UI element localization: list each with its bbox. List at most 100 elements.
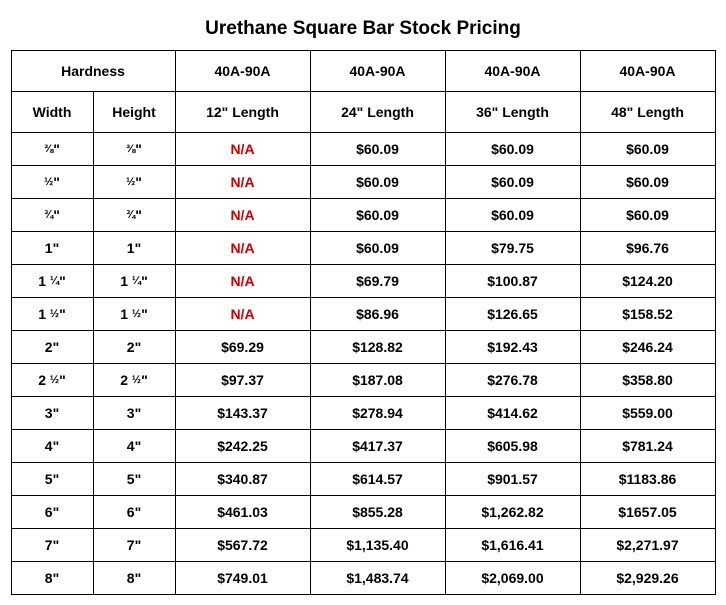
cell-width: 1 ¼" <box>11 265 93 298</box>
pricing-table: Hardness 40A-90A 40A-90A 40A-90A 40A-90A… <box>11 50 716 595</box>
cell-height: 5" <box>93 463 175 496</box>
cell-price: $60.09 <box>310 166 445 199</box>
cell-price: N/A <box>175 166 310 199</box>
cell-price: $1,262.82 <box>445 496 580 529</box>
cell-price: N/A <box>175 232 310 265</box>
cell-price: $97.37 <box>175 364 310 397</box>
cell-price: $781.24 <box>580 430 715 463</box>
cell-price: $614.57 <box>310 463 445 496</box>
cell-price: $1,135.40 <box>310 529 445 562</box>
header-hardness-val-1: 40A-90A <box>310 51 445 92</box>
cell-price: $358.80 <box>580 364 715 397</box>
cell-width: 1 ½" <box>11 298 93 331</box>
cell-height: 1" <box>93 232 175 265</box>
table-row: 1"1"N/A$60.09$79.75$96.76 <box>11 232 715 265</box>
cell-price: $60.09 <box>580 133 715 166</box>
cell-width: 2" <box>11 331 93 364</box>
header-length-36: 36" Length <box>445 92 580 133</box>
cell-price: $559.00 <box>580 397 715 430</box>
table-row: 5"5"$340.87$614.57$901.57$1183.86 <box>11 463 715 496</box>
cell-price: $79.75 <box>445 232 580 265</box>
header-hardness: Hardness <box>11 51 175 92</box>
cell-price: $246.24 <box>580 331 715 364</box>
cell-height: 2 ½" <box>93 364 175 397</box>
cell-height: 1 ½" <box>93 298 175 331</box>
cell-price: $340.87 <box>175 463 310 496</box>
cell-price: $60.09 <box>580 199 715 232</box>
cell-width: 6" <box>11 496 93 529</box>
cell-price: $855.28 <box>310 496 445 529</box>
cell-price: $2,271.97 <box>580 529 715 562</box>
cell-height: 1 ¼" <box>93 265 175 298</box>
cell-price: $60.09 <box>310 199 445 232</box>
cell-width: 2 ½" <box>11 364 93 397</box>
cell-height: ¾" <box>93 199 175 232</box>
cell-width: 1" <box>11 232 93 265</box>
header-hardness-val-0: 40A-90A <box>175 51 310 92</box>
cell-price: $69.79 <box>310 265 445 298</box>
table-row: 4"4"$242.25$417.37$605.98$781.24 <box>11 430 715 463</box>
cell-height: 3" <box>93 397 175 430</box>
cell-price: $86.96 <box>310 298 445 331</box>
cell-price: $96.76 <box>580 232 715 265</box>
table-row: 3"3"$143.37$278.94$414.62$559.00 <box>11 397 715 430</box>
cell-width: 3" <box>11 397 93 430</box>
cell-price: $461.03 <box>175 496 310 529</box>
cell-price: $2,929.26 <box>580 562 715 595</box>
cell-price: $60.09 <box>310 133 445 166</box>
cell-price: $124.20 <box>580 265 715 298</box>
cell-price: $1,483.74 <box>310 562 445 595</box>
page-title: Urethane Square Bar Stock Pricing <box>10 18 716 40</box>
pricing-table-body: ⅜"⅜"N/A$60.09$60.09$60.09½"½"N/A$60.09$6… <box>11 133 715 595</box>
cell-price: $901.57 <box>445 463 580 496</box>
cell-price: $60.09 <box>580 166 715 199</box>
cell-height: ⅜" <box>93 133 175 166</box>
cell-height: 4" <box>93 430 175 463</box>
header-length-12: 12" Length <box>175 92 310 133</box>
cell-width: ⅜" <box>11 133 93 166</box>
cell-price: $605.98 <box>445 430 580 463</box>
header-length-24: 24" Length <box>310 92 445 133</box>
cell-price: N/A <box>175 199 310 232</box>
cell-price: $60.09 <box>310 232 445 265</box>
header-width: Width <box>11 92 93 133</box>
cell-price: $187.08 <box>310 364 445 397</box>
table-row: 1 ½"1 ½"N/A$86.96$126.65$158.52 <box>11 298 715 331</box>
header-row-2: Width Height 12" Length 24" Length 36" L… <box>11 92 715 133</box>
cell-price: $128.82 <box>310 331 445 364</box>
cell-price: $126.65 <box>445 298 580 331</box>
cell-price: $60.09 <box>445 199 580 232</box>
cell-price: $158.52 <box>580 298 715 331</box>
cell-price: $276.78 <box>445 364 580 397</box>
table-row: 1 ¼"1 ¼"N/A$69.79$100.87$124.20 <box>11 265 715 298</box>
cell-height: 7" <box>93 529 175 562</box>
header-hardness-val-2: 40A-90A <box>445 51 580 92</box>
cell-price: $100.87 <box>445 265 580 298</box>
cell-price: $1,616.41 <box>445 529 580 562</box>
table-row: 2"2"$69.29$128.82$192.43$246.24 <box>11 331 715 364</box>
cell-price: $278.94 <box>310 397 445 430</box>
table-row: ¾"¾"N/A$60.09$60.09$60.09 <box>11 199 715 232</box>
cell-price: $69.29 <box>175 331 310 364</box>
table-row: 7"7"$567.72$1,135.40$1,616.41$2,271.97 <box>11 529 715 562</box>
cell-width: 8" <box>11 562 93 595</box>
cell-width: 5" <box>11 463 93 496</box>
table-row: ½"½"N/A$60.09$60.09$60.09 <box>11 166 715 199</box>
cell-height: 2" <box>93 331 175 364</box>
table-row: 2 ½"2 ½"$97.37$187.08$276.78$358.80 <box>11 364 715 397</box>
cell-price: N/A <box>175 265 310 298</box>
cell-price: N/A <box>175 298 310 331</box>
cell-price: N/A <box>175 133 310 166</box>
cell-width: ½" <box>11 166 93 199</box>
cell-price: $749.01 <box>175 562 310 595</box>
cell-price: $2,069.00 <box>445 562 580 595</box>
cell-price: $242.25 <box>175 430 310 463</box>
table-row: 8"8"$749.01$1,483.74$2,069.00$2,929.26 <box>11 562 715 595</box>
cell-price: $60.09 <box>445 133 580 166</box>
cell-price: $1657.05 <box>580 496 715 529</box>
cell-height: 8" <box>93 562 175 595</box>
cell-width: 4" <box>11 430 93 463</box>
cell-width: 7" <box>11 529 93 562</box>
table-row: 6"6"$461.03$855.28$1,262.82$1657.05 <box>11 496 715 529</box>
cell-price: $417.37 <box>310 430 445 463</box>
